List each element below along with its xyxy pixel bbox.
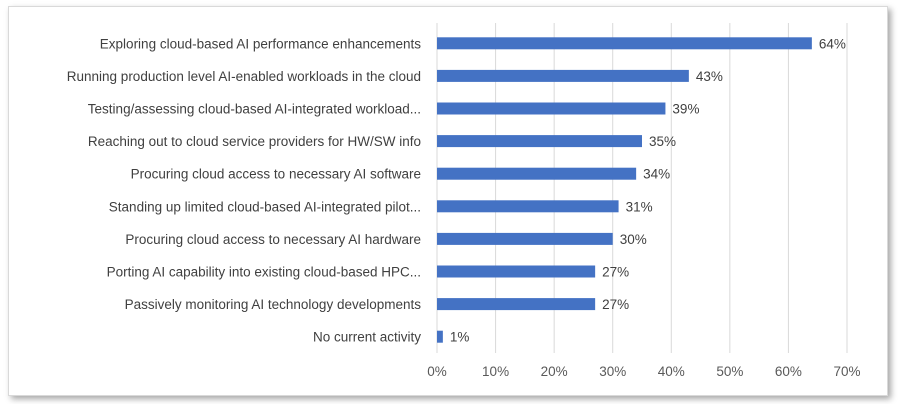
category-label: Reaching out to cloud service providers … <box>88 134 421 149</box>
x-tick-label: 50% <box>716 364 743 379</box>
bar <box>437 37 812 50</box>
data-label: 31% <box>626 199 653 214</box>
category-label: Passively monitoring AI technology devel… <box>125 297 422 312</box>
x-tick-label: 0% <box>427 364 447 379</box>
category-labels: Exploring cloud-based AI performance enh… <box>67 36 421 344</box>
category-label: Exploring cloud-based AI performance enh… <box>100 36 421 51</box>
category-label: Testing/assessing cloud-based AI-integra… <box>88 102 421 117</box>
category-label: Procuring cloud access to necessary AI s… <box>131 167 421 182</box>
data-label: 34% <box>643 167 670 182</box>
x-tick-label: 10% <box>482 364 509 379</box>
x-axis-ticks: 0% 10% 20% 30% 40% 50% 60% 70% <box>427 364 860 379</box>
x-tick-label: 70% <box>833 364 860 379</box>
data-label: 39% <box>672 102 699 117</box>
bar <box>437 200 619 213</box>
bar-chart: Exploring cloud-based AI performance enh… <box>67 23 861 379</box>
bar <box>437 102 666 115</box>
x-tick-label: 40% <box>658 364 685 379</box>
category-label: Porting AI capability into existing clou… <box>107 265 421 280</box>
category-label: Procuring cloud access to necessary AI h… <box>125 232 421 247</box>
category-label: No current activity <box>313 330 421 345</box>
bar <box>437 167 637 180</box>
data-label: 64% <box>819 36 846 51</box>
data-label: 27% <box>602 297 629 312</box>
data-label: 35% <box>649 134 676 149</box>
value-labels: 64% 43% 39% 35% 34% 31% 30% 27% 27% 1% <box>450 36 846 344</box>
x-tick-label: 60% <box>775 364 802 379</box>
data-label: 30% <box>620 232 647 247</box>
data-label: 43% <box>696 69 723 84</box>
bar <box>437 232 613 245</box>
bar <box>437 69 689 82</box>
category-label: Running production level AI-enabled work… <box>67 69 421 84</box>
data-label: 27% <box>602 265 629 280</box>
category-label: Standing up limited cloud-based AI-integ… <box>109 199 421 214</box>
data-label: 1% <box>450 330 470 345</box>
bar <box>437 330 443 343</box>
chart-frame: Exploring cloud-based AI performance enh… <box>8 6 888 396</box>
x-tick-label: 20% <box>541 364 568 379</box>
bars <box>437 37 812 343</box>
bar <box>437 265 596 278</box>
bar <box>437 298 596 311</box>
x-tick-label: 30% <box>599 364 626 379</box>
bar <box>437 135 642 148</box>
